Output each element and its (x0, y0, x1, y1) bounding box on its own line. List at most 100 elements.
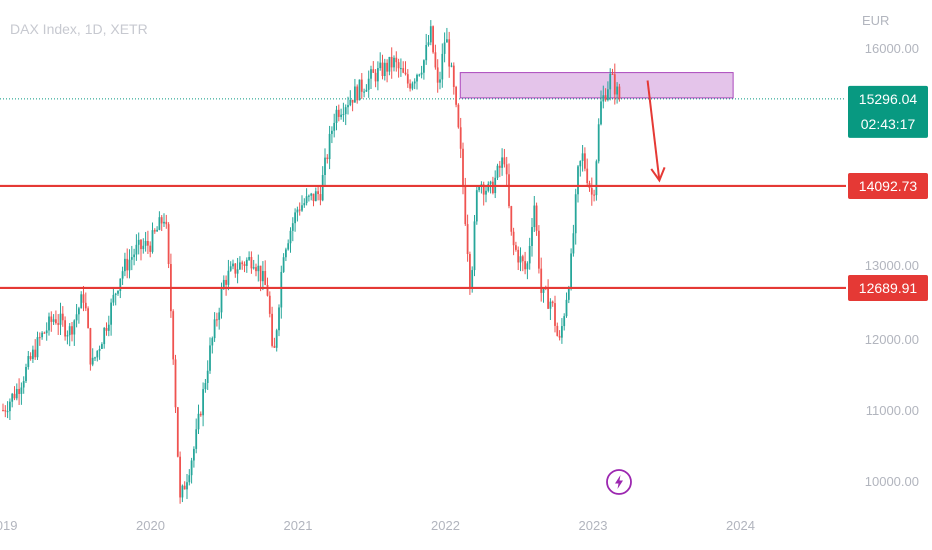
candle-body (20, 387, 23, 394)
candle-body (119, 278, 122, 291)
candle-body (112, 294, 115, 303)
candle-body (450, 65, 453, 67)
candle-body (423, 60, 425, 73)
candle-body (411, 83, 414, 89)
candle-body (179, 456, 181, 498)
candle-body (4, 410, 7, 412)
candle-body (213, 319, 216, 339)
candle-body (257, 265, 260, 272)
candle-body (55, 319, 57, 324)
candle-body (142, 245, 145, 250)
candle-body (255, 267, 257, 272)
candle-body (462, 148, 464, 187)
resistance-zone (459, 72, 734, 99)
candle-body (98, 348, 101, 351)
candle-body (528, 245, 531, 264)
candle-body (156, 229, 158, 232)
candle-body (515, 245, 517, 250)
candle-body (68, 326, 71, 336)
candle-body (489, 181, 492, 184)
candle-body (176, 407, 179, 457)
candle-body (372, 69, 375, 73)
candle-body (121, 271, 124, 279)
candle-body (581, 153, 584, 161)
candle-body (370, 69, 372, 79)
candle-body (252, 267, 255, 269)
lightning-icon[interactable] (606, 469, 632, 495)
candle-body (264, 271, 267, 285)
candle-body (466, 224, 469, 254)
candle-body (347, 105, 349, 108)
candle-body (227, 270, 230, 285)
candle-body (404, 72, 407, 75)
candle-body (27, 356, 30, 367)
candle-body (239, 262, 241, 270)
candle-body (64, 320, 66, 337)
candle-body (446, 39, 448, 43)
candle-body (354, 86, 356, 103)
candle-body (190, 460, 193, 476)
candle-body (475, 190, 478, 222)
candle-body (574, 194, 577, 234)
candle-body (333, 122, 336, 131)
candle-body (13, 393, 16, 399)
candle-body (579, 160, 582, 167)
candle-body (29, 356, 32, 359)
y-axis: 16000.00 13000.00 12000.00 11000.00 10000.00 (865, 41, 919, 489)
candle-body (434, 52, 437, 68)
candle-body (305, 196, 308, 204)
candle-body (34, 349, 37, 358)
candle-body (383, 62, 386, 77)
x-tick-label: 2022 (431, 518, 460, 533)
candle-body (526, 263, 529, 270)
candle-body (547, 288, 549, 309)
candle-body (485, 190, 487, 195)
candle-body (232, 263, 234, 267)
candle-body (510, 206, 513, 232)
candle-body (15, 388, 18, 399)
candle-body (356, 86, 359, 101)
candle-body (452, 65, 455, 87)
candle-body (344, 107, 347, 115)
candle-body (211, 338, 214, 346)
candle-body (427, 42, 430, 45)
candle-body (296, 209, 299, 213)
candle-body (75, 314, 78, 321)
candle-body (436, 67, 439, 83)
level-price-tag (848, 274, 928, 301)
price-tags: 14092.73 12689.91 15296.04 02:43:17 (848, 85, 928, 301)
horizontal-level-layer (0, 184, 846, 290)
candle-body (538, 230, 540, 269)
candle-body (464, 186, 467, 225)
candle-body (570, 253, 572, 289)
candle-body (110, 302, 112, 325)
candle-body (519, 256, 522, 263)
candle-body (471, 270, 474, 288)
candle-body (609, 73, 612, 90)
candle-body (285, 249, 287, 258)
candle-body (556, 325, 559, 336)
level-price-label: 12689.91 (859, 280, 918, 296)
candle-body (96, 350, 99, 358)
candle-body (501, 157, 503, 168)
candle-body (9, 401, 11, 412)
candle-body (611, 73, 614, 75)
candle-body (101, 344, 103, 349)
candle-body (432, 26, 434, 53)
candle-body (222, 279, 225, 289)
candle-body (172, 311, 175, 360)
candle-body (186, 482, 188, 490)
candle-body (390, 56, 393, 68)
candle-body (503, 157, 506, 165)
candle-body (114, 293, 117, 295)
candle-body (600, 101, 602, 125)
candle-body (291, 223, 294, 231)
candle-body (262, 271, 264, 282)
candle-body (595, 161, 598, 196)
candle-body (402, 68, 405, 73)
candle-body (360, 79, 363, 92)
y-tick-label: 10000.00 (865, 474, 919, 489)
candle-body (429, 26, 432, 43)
candle-body (36, 337, 39, 358)
